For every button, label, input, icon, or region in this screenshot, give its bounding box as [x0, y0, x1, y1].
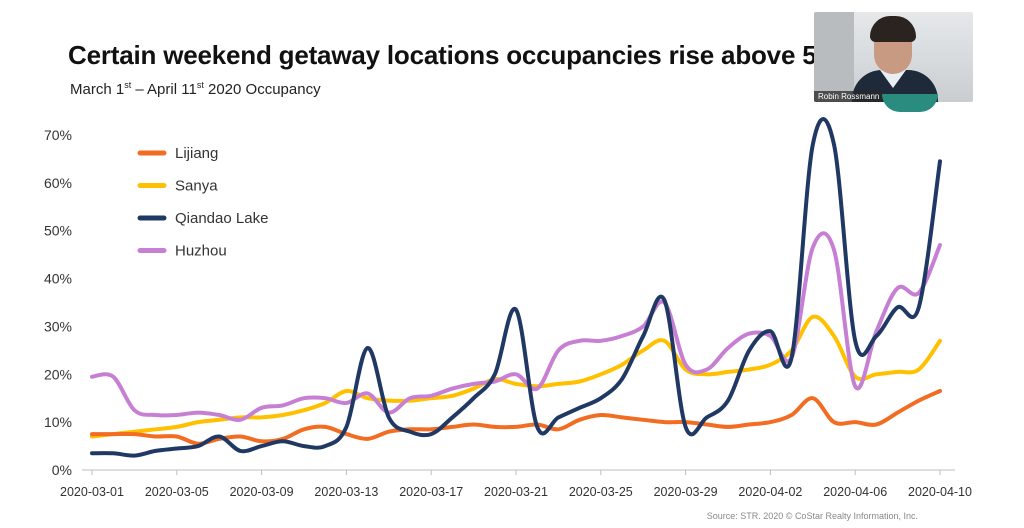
x-tick-label: 2020-04-10	[908, 485, 972, 499]
x-tick-label: 2020-03-09	[230, 485, 294, 499]
x-tick-label: 2020-04-06	[823, 485, 887, 499]
chart-title: Certain weekend getaway locations occupa…	[68, 40, 854, 70]
x-tick-label: 2020-03-01	[60, 485, 124, 499]
webcam-video-tile[interactable]: Robin Rossmann	[814, 12, 973, 102]
subtitle-middle: – April 11	[131, 81, 197, 98]
legend-label-lijiang: Lijiang	[175, 145, 218, 162]
legend-label-huzhou: Huzhou	[175, 243, 227, 260]
subtitle-suffix: 2020 Occupancy	[203, 81, 321, 98]
y-tick-label: 60%	[44, 175, 72, 191]
y-tick-label: 10%	[44, 414, 72, 430]
subtitle-prefix: March 1	[70, 81, 125, 98]
webcam-participant-name: Robin Rossmann	[814, 91, 884, 102]
y-tick-label: 20%	[44, 366, 72, 382]
series-line-qiandao-lake	[90, 117, 942, 458]
legend-label-qiandao-lake: Qiandao Lake	[175, 210, 268, 227]
webcam-badge	[882, 94, 938, 112]
x-tick-label: 2020-03-17	[399, 485, 463, 499]
series-line-sanya	[90, 314, 942, 439]
chart-legend: Lijiang Sanya Qiandao Lake Huzhou	[137, 145, 268, 260]
x-tick-label: 2020-03-25	[569, 485, 633, 499]
x-tick-label: 2020-03-21	[484, 485, 548, 499]
chart-series-lines	[90, 117, 942, 458]
subtitle-sup-1: st	[124, 80, 132, 90]
source-note: Source: STR. 2020 © CoStar Realty Inform…	[706, 511, 918, 521]
chart-axes: 0% 10% 20% 30% 40% 50% 60% 70% 2020-03-01 2020-03…	[44, 127, 972, 499]
x-tick-label: 2020-03-13	[314, 485, 378, 499]
x-tick-label: 2020-04-02	[738, 485, 802, 499]
y-tick-label: 0%	[52, 462, 72, 478]
chart-subtitle: March 1st – April 11st 2020 Occupancy	[70, 80, 321, 98]
subtitle-sup-2: st	[196, 80, 204, 90]
y-tick-label: 40%	[44, 271, 72, 287]
webcam-background-wall	[814, 12, 854, 102]
y-tick-label: 50%	[44, 223, 72, 239]
webcam-person-hair	[870, 16, 916, 42]
legend-label-sanya: Sanya	[175, 178, 218, 195]
x-tick-label: 2020-03-29	[654, 485, 718, 499]
y-tick-label: 30%	[44, 318, 72, 334]
x-tick-label: 2020-03-05	[145, 485, 209, 499]
series-line-huzhou	[90, 231, 942, 422]
y-tick-label: 70%	[44, 127, 72, 143]
series-line-lijiang	[90, 389, 942, 446]
